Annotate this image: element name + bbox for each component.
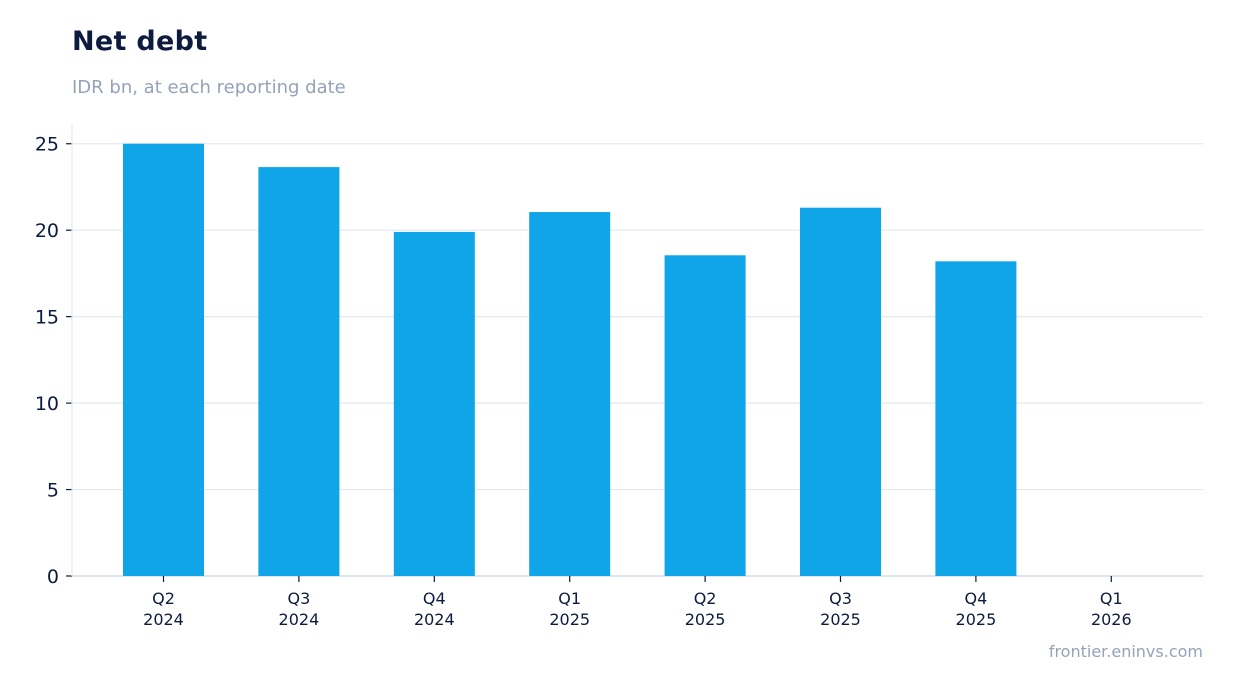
axis-labels: 0510152025Q22024Q32024Q42024Q12025Q22025… <box>35 134 1132 629</box>
bar <box>800 207 881 576</box>
y-tick-label: 0 <box>47 566 59 588</box>
x-tick-label-year: 2024 <box>279 610 320 629</box>
x-tick-label-quarter: Q4 <box>965 589 988 608</box>
bar <box>393 231 475 576</box>
y-tick-label: 20 <box>35 220 59 242</box>
y-tick-label: 25 <box>35 134 59 156</box>
bar <box>529 212 611 577</box>
axes <box>66 123 1203 582</box>
x-tick-label-quarter: Q2 <box>152 589 175 608</box>
x-tick-label-year: 2025 <box>549 610 590 629</box>
chart-subtitle: IDR bn, at each reporting date <box>72 77 346 98</box>
x-tick-label-quarter: Q1 <box>1100 589 1123 608</box>
x-tick-label-year: 2024 <box>143 610 184 629</box>
x-tick-label-quarter: Q3 <box>288 589 311 608</box>
gridlines <box>72 143 1203 491</box>
source-credit: frontier.eninvs.com <box>1048 642 1203 661</box>
bar <box>664 255 746 576</box>
x-tick-label-year: 2024 <box>414 610 455 629</box>
bar <box>935 261 1017 576</box>
x-tick-label-year: 2026 <box>1091 610 1132 629</box>
bar <box>123 143 204 576</box>
x-tick-label-year: 2025 <box>956 610 997 629</box>
bars <box>123 143 1017 577</box>
x-tick-label-year: 2025 <box>685 610 726 629</box>
x-tick-label-quarter: Q2 <box>694 589 717 608</box>
x-tick-label-year: 2025 <box>820 610 861 629</box>
x-tick-label-quarter: Q1 <box>558 589 581 608</box>
y-tick-label: 5 <box>47 480 59 502</box>
y-tick-label: 10 <box>35 393 59 415</box>
chart-title: Net debt <box>72 26 208 57</box>
y-tick-label: 15 <box>35 307 59 329</box>
x-tick-label-quarter: Q4 <box>423 589 446 608</box>
x-tick-label-quarter: Q3 <box>829 589 852 608</box>
bar <box>258 167 340 576</box>
